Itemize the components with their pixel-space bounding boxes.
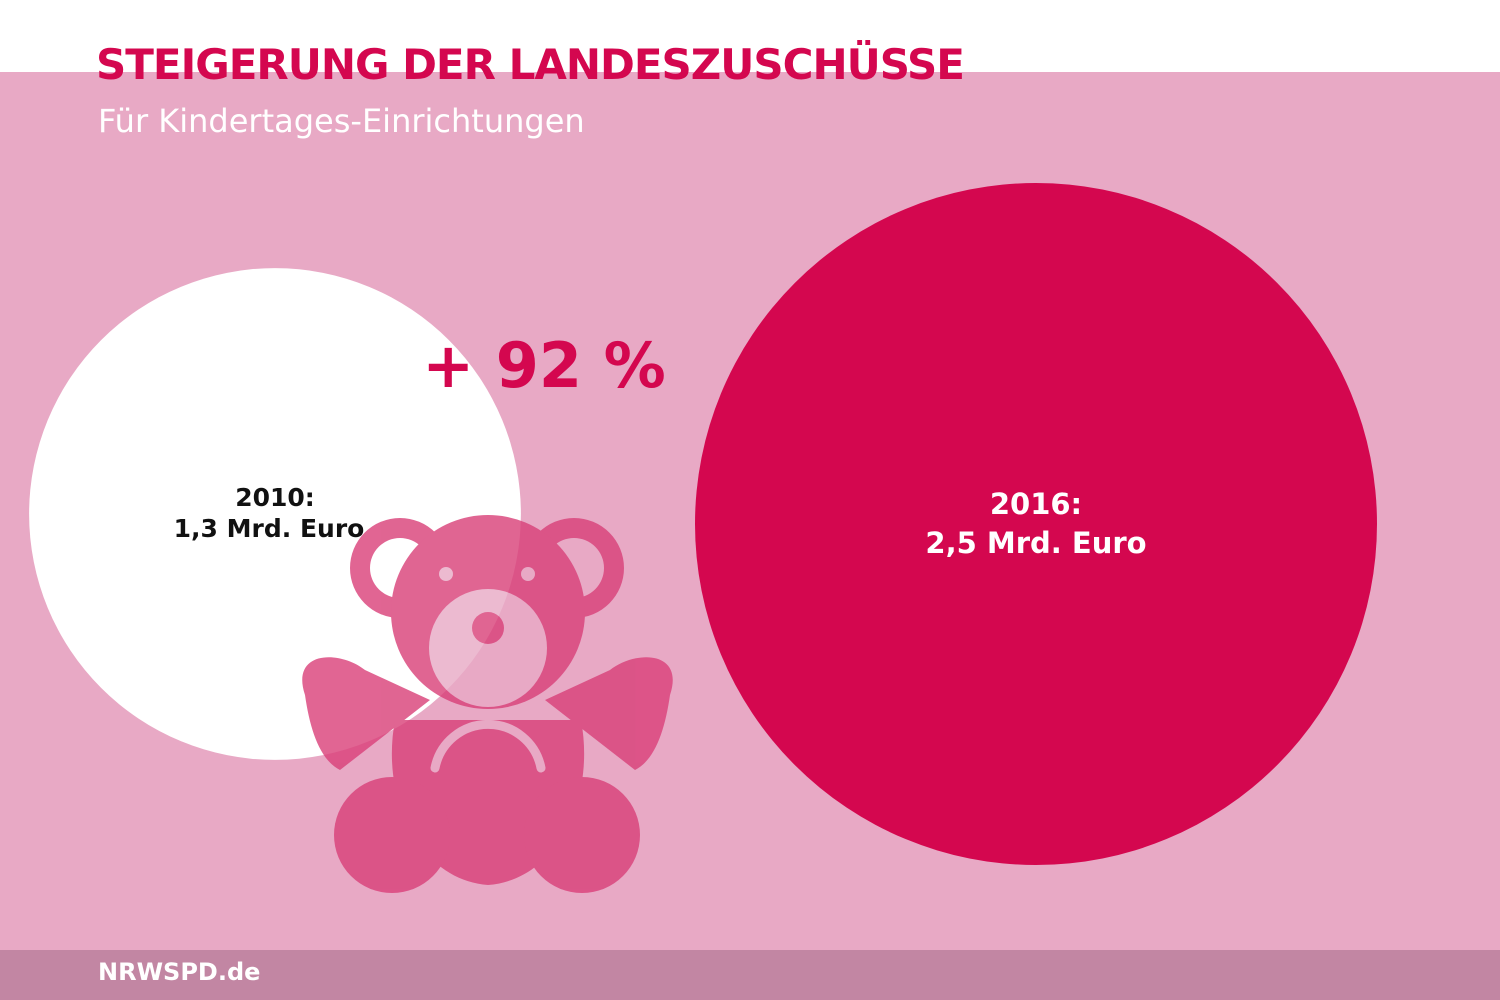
- teddy-bear-icon: [302, 515, 673, 893]
- bubble-2016-value: 2,5 Mrd. Euro: [925, 526, 1146, 560]
- page-title: STEIGERUNG DER LANDESZUSCHÜSSE: [96, 40, 965, 89]
- bubble-2010-year: 2010:: [235, 483, 315, 512]
- page-subtitle: Für Kindertages-Einrichtungen: [98, 102, 585, 140]
- change-annotation: + 92 %: [422, 329, 666, 402]
- bubble-2016-year: 2016:: [990, 487, 1082, 521]
- footer-link[interactable]: NRWSPD.de: [98, 958, 261, 986]
- bubble-2010-value: 1,3 Mrd. Euro: [174, 514, 365, 543]
- bubble-2016: [695, 183, 1377, 865]
- footer-bar: [0, 950, 1500, 1000]
